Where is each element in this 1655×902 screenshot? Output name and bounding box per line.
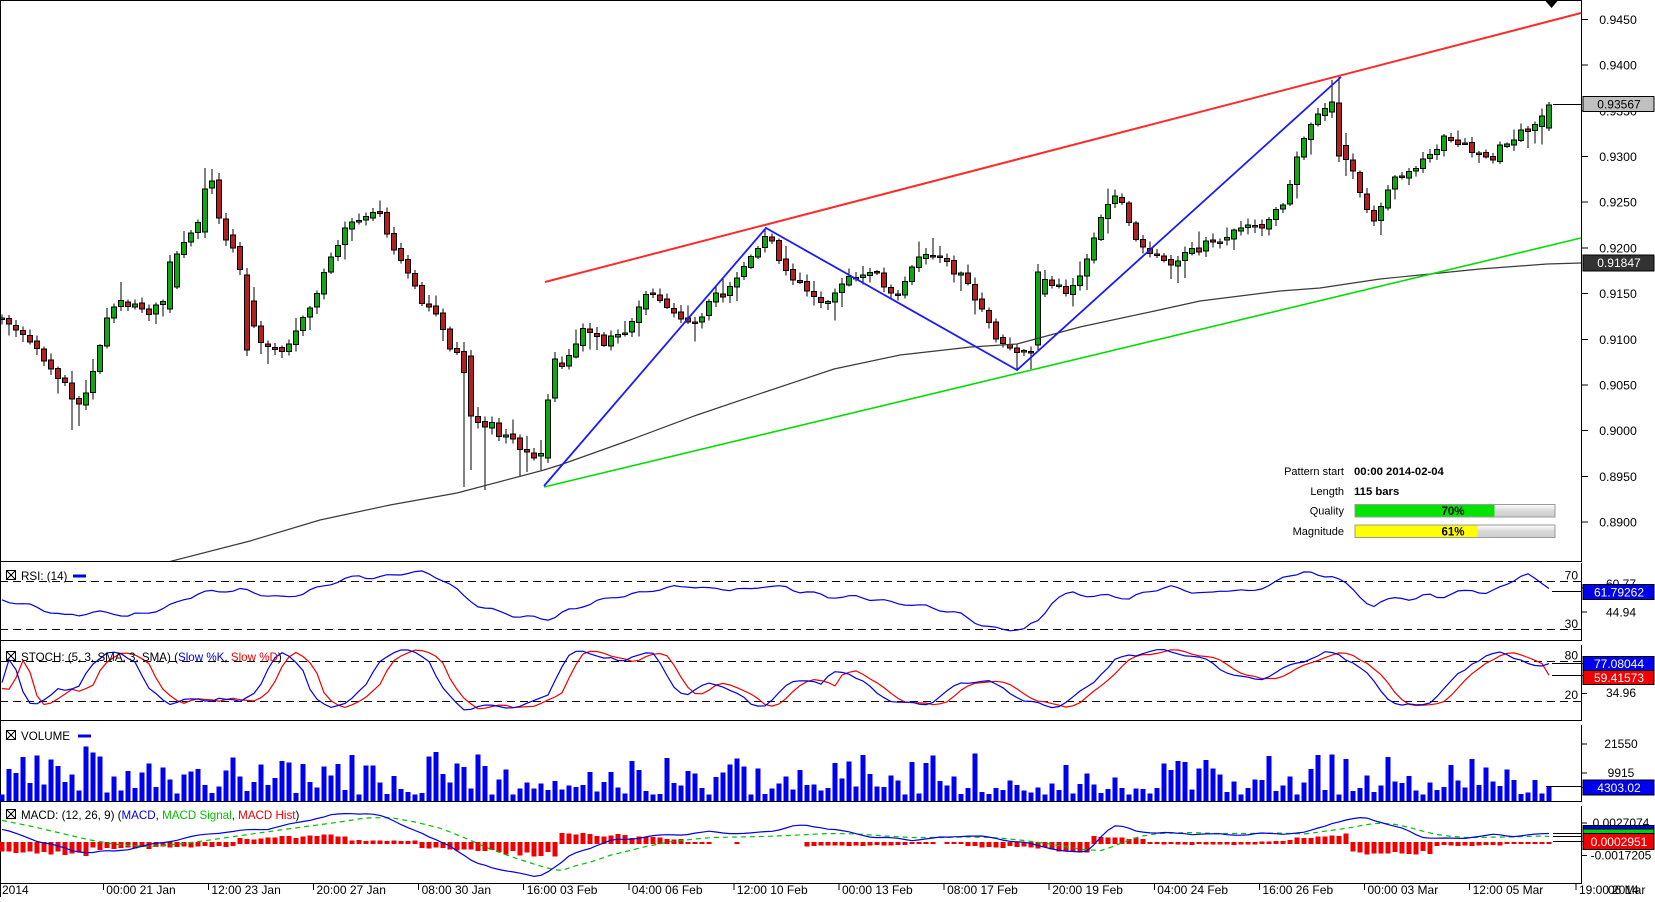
svg-text:34.96: 34.96	[1606, 686, 1636, 700]
svg-text:12:00 23 Jan: 12:00 23 Jan	[211, 883, 280, 897]
svg-text:0.9000: 0.9000	[1599, 424, 1637, 438]
svg-text:20:00 19 Feb: 20:00 19 Feb	[1052, 883, 1123, 897]
svg-text:2014: 2014	[2, 883, 29, 897]
svg-text:21550: 21550	[1604, 737, 1638, 751]
svg-text:0.9400: 0.9400	[1599, 59, 1637, 73]
svg-text:30: 30	[1565, 617, 1579, 631]
svg-text:0.91847: 0.91847	[1597, 256, 1641, 270]
svg-text:12:00 05 Mar: 12:00 05 Mar	[1473, 883, 1544, 897]
svg-text:00:00 21 Jan: 00:00 21 Jan	[106, 883, 175, 897]
svg-text:VOLUME: VOLUME	[21, 730, 70, 743]
svg-text:RSI: (14): RSI: (14)	[21, 570, 68, 583]
svg-text:9915: 9915	[1608, 766, 1635, 780]
svg-text:80: 80	[1565, 649, 1579, 663]
svg-text:19:00: 19:00	[1579, 883, 1609, 897]
svg-text:0.93567: 0.93567	[1597, 98, 1641, 112]
svg-text:08:00 17 Feb: 08:00 17 Feb	[947, 883, 1018, 897]
svg-text:STOCH: (5, 3, SMA, 3, SMA) (Sl: STOCH: (5, 3, SMA, 3, SMA) (Slow %K, Slo…	[21, 651, 282, 664]
svg-text:0.9200: 0.9200	[1599, 241, 1637, 255]
svg-text:00:00 03 Mar: 00:00 03 Mar	[1368, 883, 1439, 897]
svg-text:00:00 13 Feb: 00:00 13 Feb	[842, 883, 913, 897]
svg-text:16:00 26 Feb: 16:00 26 Feb	[1262, 883, 1333, 897]
svg-text:12:00 10 Feb: 12:00 10 Feb	[737, 883, 808, 897]
svg-text:61%: 61%	[1441, 526, 1464, 538]
svg-text:2014: 2014	[1612, 883, 1639, 897]
svg-text:06 Mar: 06 Mar	[1608, 883, 1645, 897]
svg-text:Quality: Quality	[1310, 506, 1345, 518]
svg-text:0.0002951: 0.0002951	[1591, 835, 1648, 849]
svg-text:04:00 06 Feb: 04:00 06 Feb	[632, 883, 703, 897]
svg-text:Length: Length	[1310, 486, 1344, 498]
svg-text:Magnitude: Magnitude	[1293, 526, 1344, 538]
svg-text:59.41573: 59.41573	[1594, 671, 1644, 685]
svg-text:-0.0017205: -0.0017205	[1591, 849, 1652, 863]
svg-text:Pattern start: Pattern start	[1284, 466, 1344, 478]
svg-text:0.9250: 0.9250	[1599, 196, 1637, 210]
svg-text:70%: 70%	[1441, 506, 1464, 518]
svg-text:00:00 2014-02-04: 00:00 2014-02-04	[1354, 466, 1445, 478]
svg-text:20: 20	[1565, 688, 1579, 702]
svg-text:0.9100: 0.9100	[1599, 333, 1637, 347]
svg-text:0.9450: 0.9450	[1599, 13, 1637, 27]
svg-text:0.8900: 0.8900	[1599, 516, 1637, 530]
svg-text:0.8950: 0.8950	[1599, 470, 1637, 484]
svg-text:16:00 03 Feb: 16:00 03 Feb	[527, 883, 598, 897]
svg-text:77.08044: 77.08044	[1594, 657, 1644, 671]
svg-text:61.79262: 61.79262	[1594, 586, 1644, 600]
svg-text:0.9300: 0.9300	[1599, 150, 1637, 164]
svg-text:04:00 24 Feb: 04:00 24 Feb	[1157, 883, 1228, 897]
svg-text:0.9050: 0.9050	[1599, 379, 1637, 393]
svg-text:08:00 30 Jan: 08:00 30 Jan	[422, 883, 491, 897]
svg-text:0.9150: 0.9150	[1599, 287, 1637, 301]
svg-text:20:00 27 Jan: 20:00 27 Jan	[317, 883, 386, 897]
svg-text:115 bars: 115 bars	[1354, 486, 1399, 498]
svg-text:MACD: (12, 26, 9) (MACD, MACD: MACD: (12, 26, 9) (MACD, MACD Signal, MA…	[21, 809, 299, 822]
svg-text:4303.02: 4303.02	[1597, 781, 1641, 795]
svg-text:44.94: 44.94	[1606, 606, 1636, 620]
svg-text:70: 70	[1565, 569, 1579, 583]
